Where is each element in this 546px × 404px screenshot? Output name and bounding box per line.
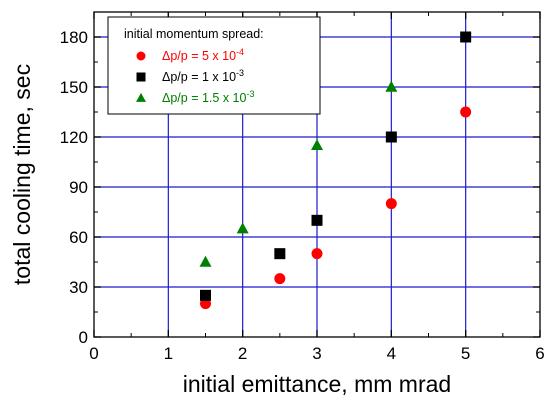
y-tick-label: 120 — [60, 128, 88, 147]
y-axis-title: total cooling time, sec — [9, 64, 35, 285]
data-point-circle — [460, 106, 472, 118]
data-point-triangle — [236, 222, 249, 234]
y-tick-label: 180 — [60, 28, 88, 47]
legend-label: Δp/p = 1 x 10-3 — [162, 68, 244, 84]
legend-label-base: Δp/p = 1 x 10 — [162, 70, 236, 84]
legend-entry: Δp/p = 1.5 x 10-3 — [136, 89, 254, 105]
legend-marker-triangle — [136, 92, 146, 102]
legend-entry: Δp/p = 5 x 10-4 — [136, 47, 244, 63]
legend-marker-square — [136, 72, 146, 82]
legend-label-exponent: -3 — [236, 68, 244, 78]
x-tick-label: 1 — [164, 344, 173, 363]
legend: initial momentum spread: Δp/p = 5 x 10-4… — [107, 16, 321, 115]
x-tick-label: 5 — [461, 344, 470, 363]
legend-label: Δp/p = 1.5 x 10-3 — [162, 89, 254, 105]
data-point-square — [460, 31, 472, 43]
data-point-circle — [274, 273, 286, 285]
data-point-triangle — [199, 255, 212, 267]
y-tick-labels: 0 30 60 90 120 150 180 — [60, 28, 88, 347]
y-tick-label: 30 — [69, 278, 88, 297]
x-tick-label: 4 — [387, 344, 396, 363]
legend-entries: Δp/p = 5 x 10-4Δp/p = 1 x 10-3Δp/p = 1.5… — [136, 47, 254, 105]
legend-label-base: Δp/p = 1.5 x 10 — [162, 91, 246, 105]
data-point-triangle — [385, 80, 398, 92]
x-tick-label: 0 — [89, 344, 98, 363]
data-point-square — [274, 248, 286, 260]
x-tick-labels: 0 1 2 3 4 5 6 — [89, 344, 544, 363]
legend-marker-circle — [136, 51, 146, 61]
x-tick-label: 3 — [312, 344, 321, 363]
data-point-circle — [385, 198, 397, 210]
legend-label: Δp/p = 5 x 10-4 — [162, 47, 244, 63]
legend-title: initial momentum spread: — [124, 27, 264, 41]
x-tick-label: 6 — [535, 344, 544, 363]
legend-label-exponent: -4 — [236, 47, 244, 57]
x-axis-title: initial emittance, mm mrad — [183, 371, 451, 397]
data-point-square — [311, 214, 323, 226]
legend-label-base: Δp/p = 5 x 10 — [162, 49, 236, 63]
data-point-triangle — [311, 139, 323, 151]
x-tick-label: 2 — [238, 344, 247, 363]
data-points — [199, 31, 472, 310]
data-point-circle — [200, 298, 211, 310]
series-triangle — [199, 80, 398, 267]
series-square — [200, 31, 472, 301]
data-point-square — [385, 131, 397, 143]
y-tick-label: 90 — [69, 178, 88, 197]
y-tick-label: 60 — [69, 228, 88, 247]
data-point-circle — [311, 248, 323, 260]
y-tick-label: 150 — [60, 78, 88, 97]
data-point-square — [200, 289, 211, 301]
series-circle — [200, 106, 472, 310]
axis-ticks — [93, 12, 541, 338]
legend-label-exponent: -3 — [246, 89, 254, 99]
y-tick-label: 0 — [79, 328, 88, 347]
legend-entry: Δp/p = 1 x 10-3 — [136, 68, 244, 84]
